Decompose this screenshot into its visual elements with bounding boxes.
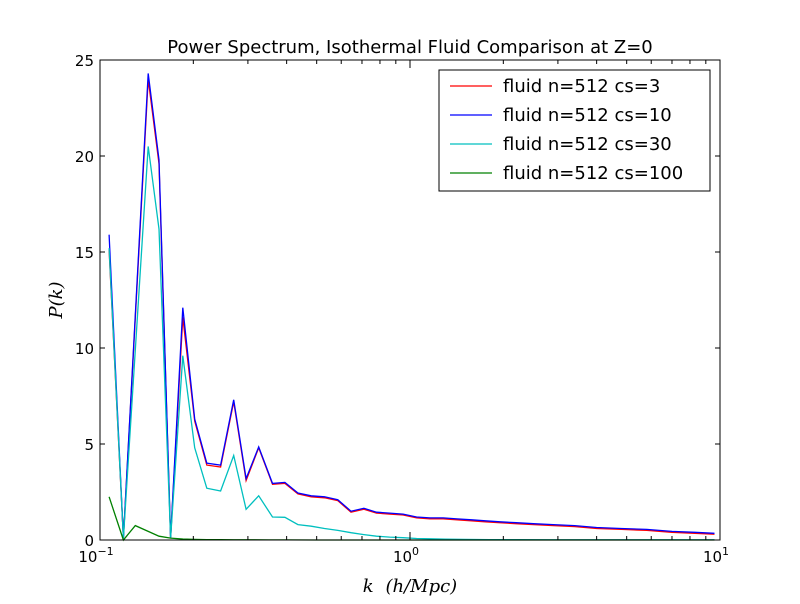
x-tick-label: 101 <box>703 545 729 566</box>
legend-label-4: fluid n=512 cs=100 <box>503 163 683 184</box>
x-axis-label: k (h/Mpc) <box>363 576 457 597</box>
series-line-2 <box>108 73 715 539</box>
y-axis-label: P(k) <box>46 281 67 319</box>
x-tick-label: 10−1 <box>78 545 113 566</box>
y-tick-label: 25 <box>75 52 94 70</box>
legend-label-2: fluid n=512 cs=10 <box>503 105 672 126</box>
legend-label-1: fluid n=512 cs=3 <box>503 76 660 97</box>
x-axis-label-variable: k <box>363 576 374 597</box>
y-tick-label: 0 <box>84 532 94 550</box>
svg-text:k (h/Mpc): k (h/Mpc) <box>363 576 457 597</box>
chart-title: Power Spectrum, Isothermal Fluid Compari… <box>167 37 653 58</box>
ticks-group: 0 5 10 15 20 25 10−1 100 101 <box>75 52 729 566</box>
y-tick-label: 15 <box>75 244 94 262</box>
legend: fluid n=512 cs=3 fluid n=512 cs=10 fluid n… <box>438 69 711 192</box>
x-tick-label: 100 <box>393 545 419 566</box>
y-tick-label: 10 <box>75 340 94 358</box>
y-tick-label: 20 <box>75 148 94 166</box>
legend-items: fluid n=512 cs=3 fluid n=512 cs=10 fluid n… <box>450 76 683 184</box>
legend-label-3: fluid n=512 cs=30 <box>503 134 672 155</box>
legend-box <box>438 69 711 192</box>
y-tick-label: 5 <box>84 436 94 454</box>
x-axis-label-unit: (h/Mpc) <box>385 576 457 597</box>
